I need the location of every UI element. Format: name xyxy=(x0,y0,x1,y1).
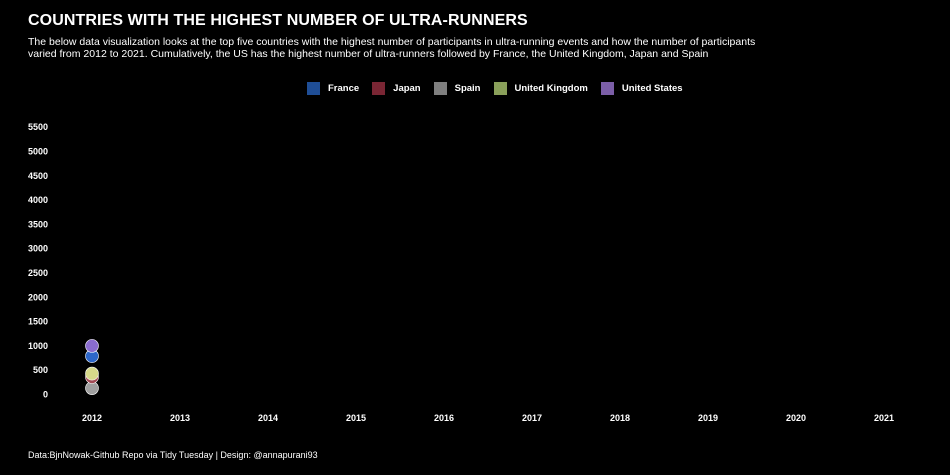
x-tick-label: 2018 xyxy=(610,413,630,423)
legend-label-united-states: United States xyxy=(621,83,683,94)
y-tick-label: 0 xyxy=(43,390,48,400)
x-tick-label: 2020 xyxy=(786,413,806,423)
legend-item-france: France xyxy=(307,82,359,95)
legend-swatch-france xyxy=(307,82,320,95)
legend-label-united-kingdom: United Kingdom xyxy=(514,83,588,94)
legend-swatch-united-states xyxy=(600,82,614,95)
x-tick-label: 2019 xyxy=(698,413,718,423)
x-tick-label: 2015 xyxy=(346,413,366,423)
chart-title: COUNTRIES WITH THE HIGHEST NUMBER OF ULT… xyxy=(28,12,528,29)
x-tick-label: 2021 xyxy=(874,413,894,423)
legend-item-united-kingdom: United Kingdom xyxy=(493,82,588,95)
legend-swatch-united-kingdom xyxy=(493,82,507,95)
chart-legend: France Japan Spain United Kingdom United… xyxy=(307,82,696,95)
legend-item-japan: Japan xyxy=(372,82,421,95)
y-tick-label: 1000 xyxy=(28,341,48,351)
data-point-united-states xyxy=(85,339,99,353)
legend-label-japan: Japan xyxy=(393,83,421,94)
legend-item-spain: Spain xyxy=(433,82,481,95)
y-tick-label: 5000 xyxy=(28,147,48,157)
legend-label-spain: Spain xyxy=(454,83,481,94)
y-tick-label: 500 xyxy=(33,365,48,375)
y-tick-label: 5500 xyxy=(28,122,48,132)
x-tick-label: 2017 xyxy=(522,413,542,423)
legend-label-france: France xyxy=(328,83,360,94)
data-point-united-kingdom xyxy=(85,366,99,381)
legend-swatch-spain xyxy=(433,82,447,95)
x-tick-label: 2013 xyxy=(170,413,190,423)
chart-caption: Data:BjnNowak-Github Repo via Tidy Tuesd… xyxy=(28,450,318,460)
chart-subtitle: The below data visualization looks at th… xyxy=(28,36,808,60)
y-tick-label: 2500 xyxy=(28,268,48,278)
x-tick-label: 2016 xyxy=(434,413,454,423)
y-tick-label: 4500 xyxy=(28,171,48,181)
y-tick-label: 4000 xyxy=(28,195,48,205)
subtitle-line-2: varied from 2012 to 2021. Cumulatively, … xyxy=(28,48,709,60)
legend-item-united-states: United States xyxy=(600,82,683,95)
y-tick-label: 1500 xyxy=(28,317,48,327)
x-tick-label: 2012 xyxy=(82,413,102,423)
y-tick-label: 2000 xyxy=(28,292,48,302)
x-tick-label: 2014 xyxy=(258,413,278,423)
subtitle-line-1: The below data visualization looks at th… xyxy=(28,36,756,48)
y-tick-label: 3500 xyxy=(28,219,48,229)
legend-swatch-japan xyxy=(372,82,386,95)
y-tick-label: 3000 xyxy=(28,244,48,254)
